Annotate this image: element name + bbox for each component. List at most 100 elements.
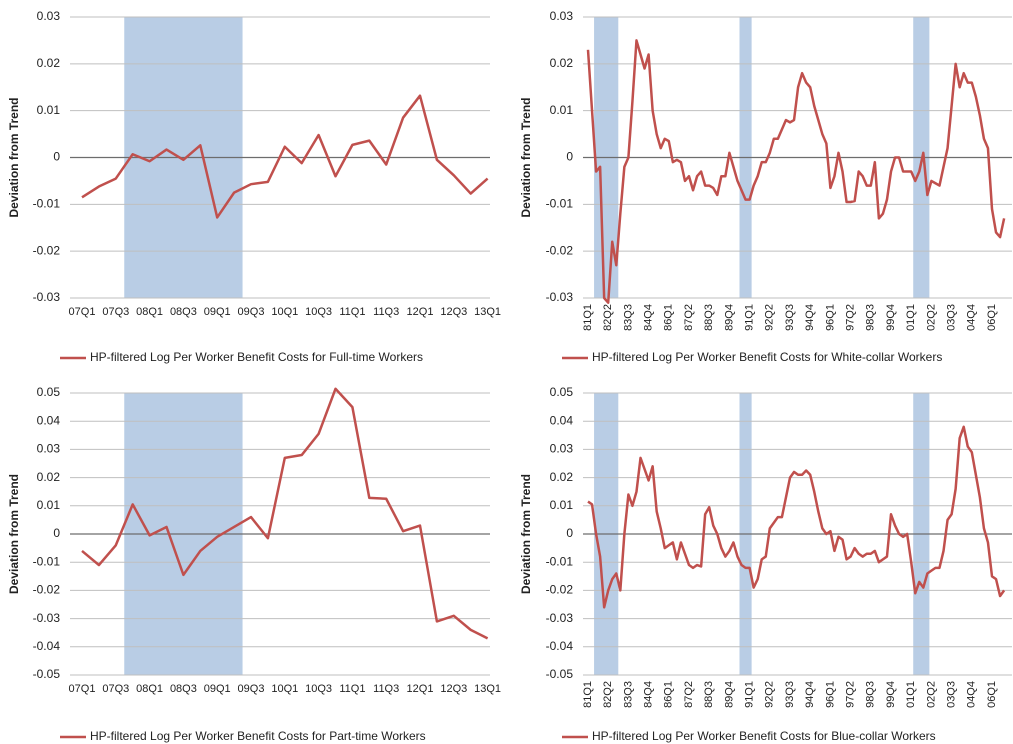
y-tick-label: 0.05 bbox=[37, 385, 61, 399]
x-tick-label: 07Q3 bbox=[102, 683, 129, 695]
y-tick-label: -0.02 bbox=[546, 243, 574, 257]
x-tick-label: 11Q3 bbox=[373, 306, 399, 318]
y-tick-label: 0 bbox=[53, 526, 60, 540]
x-tick-label: 09Q1 bbox=[204, 683, 231, 695]
x-tick-label: 82Q2 bbox=[602, 681, 614, 708]
x-tick-label: 81Q1 bbox=[582, 681, 594, 708]
x-tick-label: 96Q1 bbox=[824, 304, 836, 331]
x-tick-label: 88Q3 bbox=[703, 681, 715, 708]
y-tick-label: -0.01 bbox=[546, 197, 574, 211]
y-tick-label: 0.02 bbox=[550, 56, 574, 70]
x-tick-label: 11Q1 bbox=[339, 306, 365, 318]
x-tick-label: 07Q1 bbox=[69, 683, 96, 695]
x-tick-label: 89Q4 bbox=[723, 304, 735, 331]
x-tick-label: 84Q4 bbox=[643, 304, 655, 331]
x-tick-label: 08Q3 bbox=[170, 306, 197, 318]
x-tick-label: 01Q1 bbox=[905, 304, 917, 331]
y-axis-label: Deviation from Trend bbox=[519, 474, 533, 594]
y-tick-label: 0.02 bbox=[37, 56, 61, 70]
x-tick-label: 10Q3 bbox=[305, 306, 332, 318]
x-tick-label: 08Q1 bbox=[136, 306, 163, 318]
legend-label: HP-filtered Log Per Worker Benefit Costs… bbox=[90, 729, 426, 743]
legend-label: HP-filtered Log Per Worker Benefit Costs… bbox=[592, 350, 942, 364]
y-tick-label: 0.03 bbox=[550, 442, 574, 456]
y-tick-label: 0 bbox=[566, 150, 573, 164]
x-tick-label: 07Q1 bbox=[69, 306, 96, 318]
x-tick-label: 06Q1 bbox=[986, 681, 998, 708]
data-line bbox=[587, 425, 1006, 609]
x-tick-label: 03Q3 bbox=[946, 681, 958, 708]
y-tick-label: -0.03 bbox=[546, 290, 574, 304]
x-tick-label: 94Q4 bbox=[804, 681, 816, 708]
y-tick-label: -0.05 bbox=[546, 667, 574, 681]
y-tick-label: 0.01 bbox=[37, 103, 61, 117]
x-tick-label: 08Q3 bbox=[170, 683, 197, 695]
y-tick-label: -0.01 bbox=[546, 554, 574, 568]
x-tick-label: 81Q1 bbox=[582, 304, 594, 331]
x-tick-label: 89Q4 bbox=[723, 681, 735, 708]
x-tick-label: 10Q3 bbox=[305, 683, 332, 695]
x-tick-label: 87Q2 bbox=[683, 681, 695, 708]
x-tick-label: 02Q2 bbox=[925, 304, 937, 331]
x-tick-label: 10Q1 bbox=[271, 306, 298, 318]
x-tick-label: 99Q4 bbox=[885, 681, 897, 708]
y-tick-label: -0.03 bbox=[33, 290, 61, 304]
y-tick-label: -0.02 bbox=[33, 583, 61, 597]
x-tick-label: 83Q3 bbox=[622, 681, 634, 708]
y-tick-label: -0.02 bbox=[546, 583, 574, 597]
y-tick-label: 0.03 bbox=[37, 9, 61, 23]
data-line bbox=[586, 39, 1006, 304]
x-tick-label: 01Q1 bbox=[905, 681, 917, 708]
x-tick-label: 08Q1 bbox=[136, 683, 163, 695]
x-tick-label: 82Q2 bbox=[602, 304, 614, 331]
x-tick-label: 03Q3 bbox=[946, 304, 958, 331]
x-tick-label: 04Q4 bbox=[966, 304, 978, 331]
x-tick-label: 92Q2 bbox=[764, 681, 776, 708]
y-axis-label: Deviation from Trend bbox=[519, 97, 533, 217]
x-tick-label: 98Q3 bbox=[865, 681, 877, 708]
x-tick-label: 13Q1 bbox=[474, 683, 501, 695]
y-tick-label: 0.05 bbox=[550, 385, 574, 399]
legend-label: HP-filtered Log Per Worker Benefit Costs… bbox=[592, 729, 936, 743]
x-tick-label: 09Q3 bbox=[238, 683, 265, 695]
x-tick-label: 09Q3 bbox=[238, 306, 265, 318]
x-tick-label: 92Q2 bbox=[764, 304, 776, 331]
x-tick-label: 93Q3 bbox=[784, 681, 796, 708]
x-tick-label: 07Q3 bbox=[102, 306, 129, 318]
y-tick-label: 0.01 bbox=[37, 498, 61, 512]
y-tick-label: 0.01 bbox=[550, 498, 574, 512]
y-tick-label: 0 bbox=[566, 526, 573, 540]
x-tick-label: 83Q3 bbox=[622, 304, 634, 331]
x-tick-label: 11Q1 bbox=[339, 683, 365, 695]
x-tick-label: 12Q1 bbox=[407, 683, 434, 695]
y-tick-label: 0.02 bbox=[37, 470, 61, 484]
x-tick-label: 93Q3 bbox=[784, 304, 796, 331]
x-tick-label: 84Q4 bbox=[643, 681, 655, 708]
x-tick-label: 94Q4 bbox=[804, 304, 816, 331]
y-tick-label: 0.04 bbox=[37, 413, 61, 427]
y-tick-label: -0.02 bbox=[33, 243, 61, 257]
y-tick-label: 0.03 bbox=[37, 442, 61, 456]
y-tick-label: 0.04 bbox=[550, 413, 574, 427]
x-tick-label: 11Q3 bbox=[373, 683, 399, 695]
x-tick-label: 02Q2 bbox=[925, 681, 937, 708]
x-tick-label: 12Q3 bbox=[440, 306, 467, 318]
y-tick-label: -0.03 bbox=[33, 611, 61, 625]
y-tick-label: 0.03 bbox=[550, 9, 574, 23]
x-tick-label: 13Q1 bbox=[474, 306, 501, 318]
x-tick-label: 10Q1 bbox=[271, 683, 298, 695]
y-tick-label: 0.02 bbox=[550, 470, 574, 484]
y-tick-label: -0.01 bbox=[33, 554, 61, 568]
x-tick-label: 91Q1 bbox=[744, 304, 756, 331]
data-line bbox=[81, 94, 489, 219]
x-tick-label: 97Q2 bbox=[845, 304, 857, 331]
y-tick-label: -0.01 bbox=[33, 197, 61, 211]
y-tick-label: -0.03 bbox=[546, 611, 574, 625]
x-tick-label: 86Q1 bbox=[663, 681, 675, 708]
x-tick-label: 12Q1 bbox=[407, 306, 434, 318]
x-tick-label: 06Q1 bbox=[986, 304, 998, 331]
x-tick-label: 96Q1 bbox=[824, 681, 836, 708]
y-axis-label: Deviation from Trend bbox=[7, 474, 21, 594]
